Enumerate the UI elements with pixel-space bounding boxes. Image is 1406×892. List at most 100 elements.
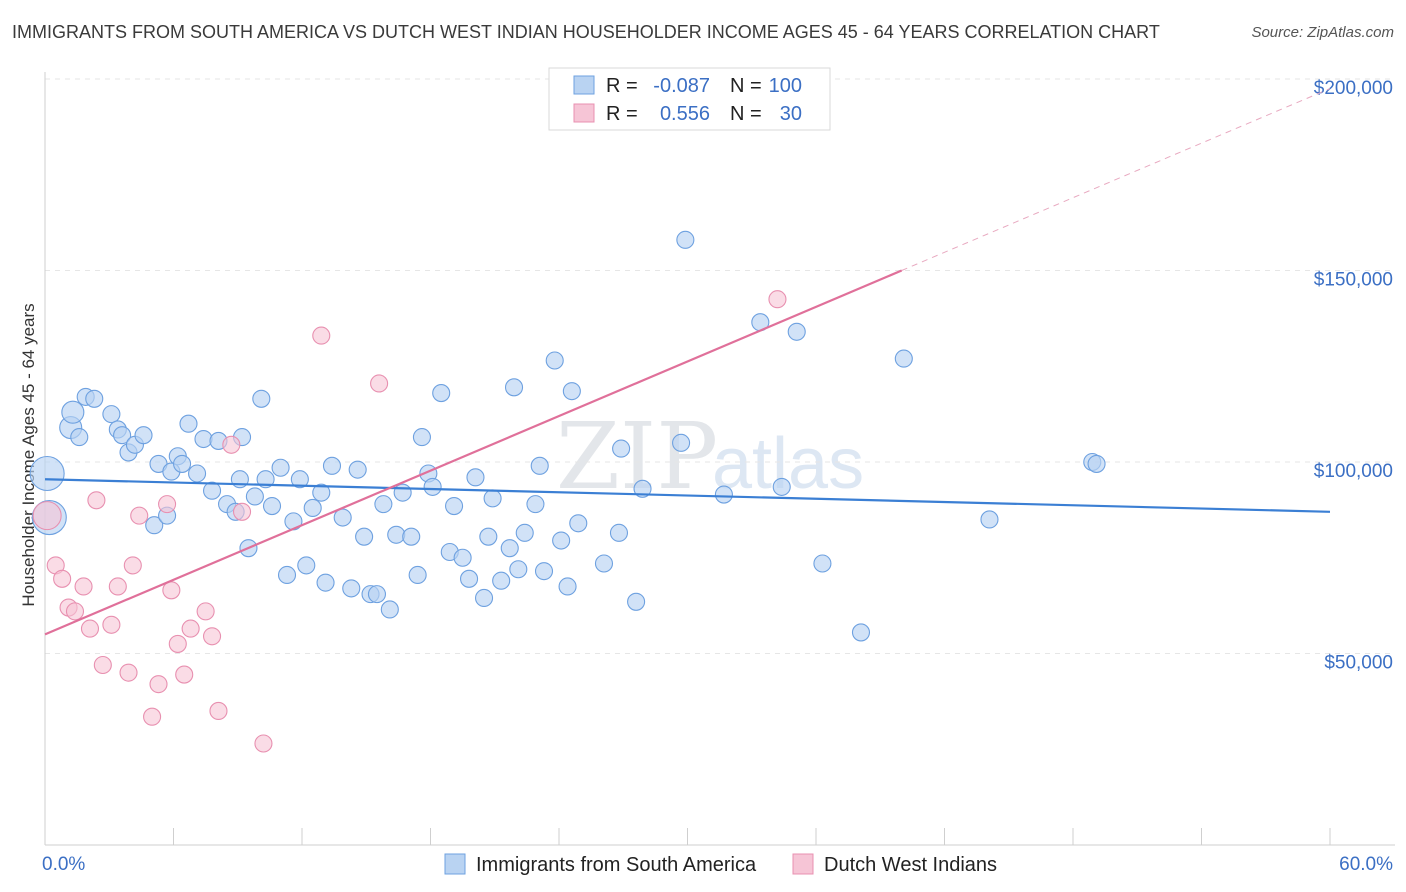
- stats-legend-swatch-blue: [573, 75, 595, 95]
- point-immigrants-21: [194, 429, 213, 449]
- point-immigrants-82: [627, 592, 646, 611]
- point-dutch-west-indians-10: [108, 577, 127, 596]
- stats-r-value-1: -0.087: [653, 75, 710, 97]
- point-immigrants-74: [545, 351, 564, 370]
- point-immigrants-63: [474, 588, 494, 608]
- point-immigrants-64: [479, 527, 498, 546]
- point-immigrants-48: [374, 495, 393, 514]
- point-dutch-west-indians-15: [149, 675, 168, 694]
- point-immigrants-79: [594, 554, 614, 573]
- point-dutch-west-indians-8: [93, 655, 112, 675]
- series-dutch-west-indians-points: [32, 290, 787, 753]
- point-immigrants-54: [412, 428, 431, 447]
- y-tick-label-1: $100,000: [1314, 461, 1393, 482]
- point-immigrants-84: [672, 433, 691, 452]
- point-immigrants-50: [387, 525, 406, 544]
- point-immigrants-43: [342, 579, 361, 598]
- point-immigrants-30: [252, 389, 271, 408]
- point-immigrants-68: [504, 378, 524, 397]
- point-immigrants-92: [894, 349, 913, 368]
- series-immigrants-points: [29, 230, 1106, 642]
- point-immigrants-95: [1087, 454, 1106, 473]
- point-immigrants-71: [526, 495, 545, 514]
- point-dutch-west-indians-24: [222, 435, 241, 454]
- point-immigrants-56: [423, 477, 442, 496]
- point-immigrants-18: [173, 454, 192, 473]
- stats-legend-swatch-pink: [573, 103, 595, 123]
- point-immigrants-52: [402, 527, 421, 546]
- point-immigrants-78: [569, 514, 588, 533]
- point-dutch-west-indians-22: [203, 627, 222, 646]
- source-label: Source: ZipAtlas.com: [1251, 24, 1394, 41]
- point-immigrants-57: [432, 384, 451, 403]
- point-immigrants-45: [355, 527, 374, 546]
- point-immigrants-4: [70, 428, 89, 447]
- point-immigrants-13: [145, 516, 164, 535]
- chart-title: IMMIGRANTS FROM SOUTH AMERICA VS DUTCH W…: [12, 22, 1160, 42]
- x-tick-label-1: 60.0%: [1339, 854, 1393, 875]
- stats-r-value-2: 0.556: [660, 103, 710, 125]
- stats-legend-box: [548, 67, 831, 131]
- point-dutch-west-indians-26: [254, 734, 273, 753]
- point-immigrants-76: [558, 577, 577, 596]
- point-immigrants-75: [552, 531, 571, 550]
- point-immigrants-3: [61, 400, 85, 424]
- point-immigrants-49: [380, 600, 399, 619]
- stats-n-value-2: 30: [780, 103, 802, 125]
- point-immigrants-80: [609, 523, 629, 542]
- point-immigrants-85: [676, 230, 695, 249]
- point-dutch-west-indians-7: [87, 491, 106, 510]
- point-dutch-west-indians-13: [130, 506, 149, 525]
- point-immigrants-6: [85, 389, 104, 408]
- trend-lines: [44, 88, 1331, 636]
- point-immigrants-86: [714, 485, 733, 504]
- point-dutch-west-indians-6: [80, 619, 100, 638]
- point-immigrants-90: [813, 554, 832, 573]
- x-tick-labels: 0.0% 60.0%: [42, 854, 1393, 875]
- point-immigrants-60: [453, 548, 472, 567]
- point-dutch-west-indians-14: [143, 707, 162, 726]
- point-dutch-west-indians-9: [102, 615, 121, 634]
- point-dutch-west-indians-4: [65, 602, 85, 621]
- stats-n-label-1: N =: [730, 75, 762, 97]
- point-dutch-west-indians-12: [123, 556, 142, 575]
- point-immigrants-53: [408, 565, 427, 585]
- point-dutch-west-indians-25: [232, 502, 252, 521]
- point-immigrants-59: [445, 496, 464, 516]
- point-immigrants-9: [113, 426, 132, 445]
- point-immigrants-37: [297, 556, 316, 575]
- point-immigrants-39: [312, 483, 331, 502]
- point-immigrants-81: [612, 439, 631, 458]
- trend-line-immigrants: [44, 478, 1331, 513]
- point-immigrants-70: [515, 523, 534, 542]
- point-immigrants-77: [562, 382, 581, 401]
- point-immigrants-41: [322, 456, 342, 475]
- y-tick-label-3: $200,000: [1314, 78, 1393, 99]
- point-immigrants-62: [466, 468, 485, 487]
- point-immigrants-65: [483, 489, 502, 508]
- point-immigrants-7: [102, 405, 121, 424]
- point-immigrants-73: [534, 562, 554, 581]
- point-immigrants-33: [271, 458, 290, 477]
- point-immigrants-51: [393, 483, 412, 502]
- point-immigrants-12: [134, 426, 153, 445]
- x-tick-label-0: 0.0%: [42, 854, 85, 875]
- point-immigrants-0: [29, 455, 65, 492]
- point-immigrants-91: [851, 623, 871, 642]
- point-immigrants-32: [262, 496, 282, 516]
- point-immigrants-72: [530, 456, 549, 475]
- point-immigrants-19: [179, 414, 198, 433]
- point-immigrants-89: [787, 322, 806, 341]
- stats-n-value-1: 100: [769, 75, 802, 97]
- point-dutch-west-indians-18: [168, 634, 187, 653]
- point-immigrants-40: [316, 573, 335, 592]
- point-dutch-west-indians-20: [181, 619, 200, 638]
- point-immigrants-31: [256, 470, 275, 489]
- point-immigrants-20: [188, 464, 207, 483]
- point-dutch-west-indians-28: [370, 374, 389, 393]
- point-dutch-west-indians-5: [74, 577, 93, 596]
- point-dutch-west-indians-27: [312, 326, 331, 345]
- point-dutch-west-indians-23: [209, 701, 228, 721]
- point-immigrants-67: [500, 539, 519, 558]
